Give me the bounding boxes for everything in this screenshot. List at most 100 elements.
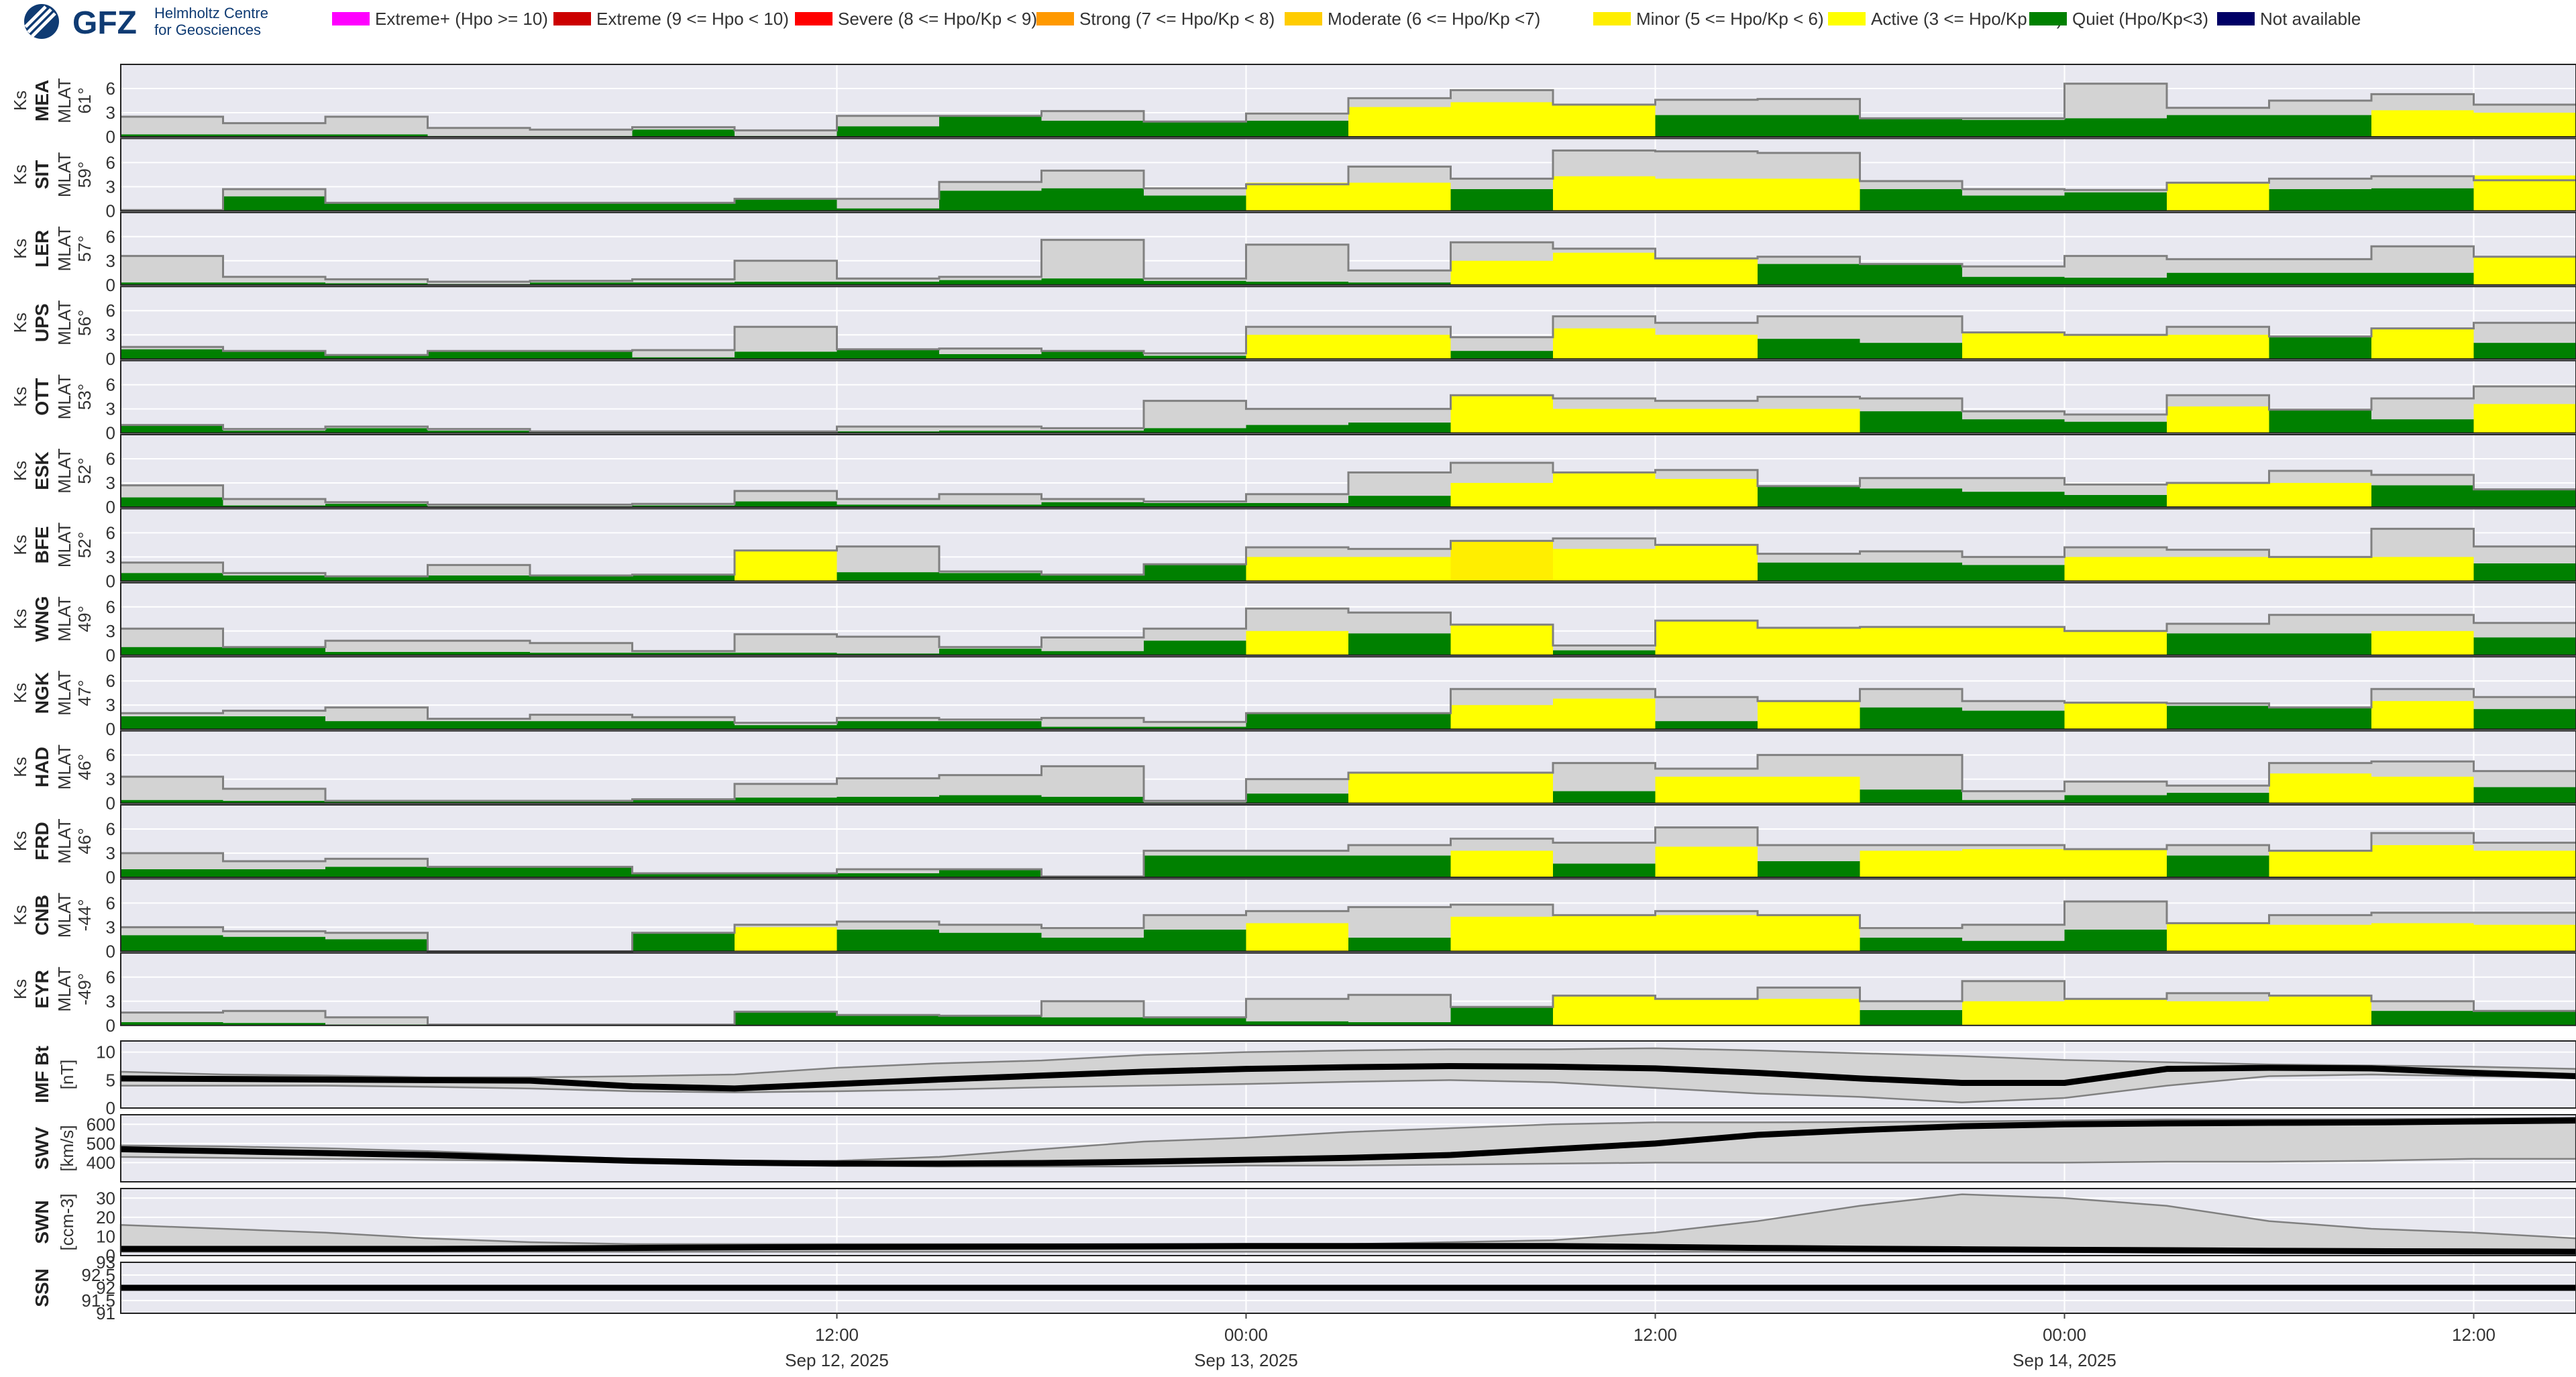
ks-bar	[2371, 419, 2474, 433]
ks-bar	[1962, 277, 2065, 285]
ks-bar	[1860, 488, 1963, 507]
ks-bar	[1553, 549, 1656, 581]
ks-bar	[1758, 628, 1860, 655]
mlat-value: 53°	[74, 384, 95, 410]
station-name: UPS	[32, 303, 52, 342]
y-tick-label: 6	[106, 819, 115, 839]
ks-bar	[2474, 787, 2576, 804]
y-unit-label: Ks	[10, 535, 30, 555]
ks-bar	[2065, 335, 2167, 359]
ks-bar	[1144, 564, 1246, 581]
ks-bar	[1962, 419, 2065, 433]
ks-bar	[939, 933, 1042, 952]
ks-bar	[2474, 113, 2576, 137]
ks-bar	[1553, 651, 1656, 655]
ks-bar	[1348, 557, 1451, 581]
ks-bar	[2269, 995, 2372, 1025]
station-name: SIT	[32, 160, 52, 190]
ks-bar	[735, 502, 837, 507]
ks-bar	[1656, 545, 1758, 581]
y-tick-label: 0	[106, 941, 115, 961]
y-tick-label: 3	[106, 399, 115, 419]
mlat-value: 46°	[74, 828, 95, 854]
ks-bar	[2065, 703, 2167, 730]
mlat-value: -44°	[74, 899, 95, 931]
ks-bar	[939, 1015, 1042, 1025]
ks-bar	[837, 1015, 940, 1026]
ks-bar	[1042, 1017, 1144, 1026]
ks-bar	[325, 721, 428, 729]
ks-bar	[1656, 777, 1758, 804]
y-tick-label: 3	[106, 325, 115, 345]
ks-bar	[1860, 1010, 1963, 1026]
ks-bar	[735, 199, 837, 211]
ks-bar	[1860, 189, 1963, 211]
y-unit-label: Ks	[10, 683, 30, 703]
y-tick-label: 10	[96, 1042, 115, 1062]
range-bar	[1246, 245, 1349, 285]
y-tick-label: 6	[106, 152, 115, 172]
ks-bar	[735, 1011, 837, 1025]
mlat-value: 52°	[74, 532, 95, 558]
ks-bar	[1451, 1007, 1554, 1026]
legend-swatch	[1828, 12, 1866, 25]
ks-bar	[1758, 915, 1860, 951]
y-tick-label: 5	[106, 1070, 115, 1090]
y-tick-label: 3	[106, 473, 115, 493]
y-tick-label: 0	[106, 793, 115, 814]
ks-bar	[223, 647, 326, 655]
ks-bar	[2474, 563, 2576, 581]
legend-swatch	[795, 12, 833, 25]
y-tick-label: 3	[106, 843, 115, 863]
y-unit-label: Ks	[10, 386, 30, 406]
legend-swatch	[1593, 12, 1631, 25]
ks-bar	[2474, 257, 2576, 285]
ks-bar	[1553, 699, 1656, 730]
ks-bar	[1860, 563, 1963, 582]
y-tick-label: 20	[96, 1207, 115, 1227]
y-tick-label: 6	[106, 449, 115, 469]
ks-bar	[1348, 423, 1451, 433]
x-tick-time: 12:00	[815, 1325, 859, 1345]
range-bar	[1042, 240, 1144, 285]
mlat-label: MLAT	[54, 745, 74, 790]
ks-bar	[1758, 115, 1860, 137]
y-unit-label: Ks	[10, 461, 30, 481]
ks-bar	[2269, 708, 2372, 729]
ks-bar	[2474, 1011, 2576, 1026]
legend-swatch	[2029, 12, 2067, 25]
mlat-value: 56°	[74, 310, 95, 336]
ks-bar	[1860, 343, 1963, 359]
y-unit-label: Ks	[10, 905, 30, 925]
y-tick-label: 6	[106, 375, 115, 395]
y-tick-label: 3	[106, 176, 115, 197]
ks-bar	[735, 551, 837, 582]
ks-bar	[2065, 118, 2167, 137]
ks-bar	[939, 795, 1042, 804]
y-tick-label: 10	[96, 1226, 115, 1246]
mlat-label: MLAT	[54, 226, 74, 272]
ks-bar	[1246, 182, 1349, 211]
ks-bar	[1451, 483, 1554, 507]
ks-bar	[2065, 631, 2167, 655]
ks-bar	[530, 351, 633, 359]
y-tick-label: 0	[106, 423, 115, 443]
ks-bar	[1656, 846, 1758, 877]
ks-bar	[1860, 938, 1963, 951]
range-bar	[428, 128, 531, 137]
header: GFZ Helmholtz Centre for Geosciences	[24, 4, 268, 41]
ks-bar	[2167, 483, 2269, 507]
ks-bar	[2269, 273, 2372, 285]
legend-swatch	[1285, 12, 1322, 25]
station-name: LER	[32, 230, 52, 268]
ks-bar	[1451, 351, 1554, 359]
gfz-logo-icon	[24, 4, 59, 39]
ks-bar	[1656, 258, 1758, 285]
ks-bar	[2167, 406, 2269, 433]
panel-name: SWN	[32, 1200, 52, 1244]
